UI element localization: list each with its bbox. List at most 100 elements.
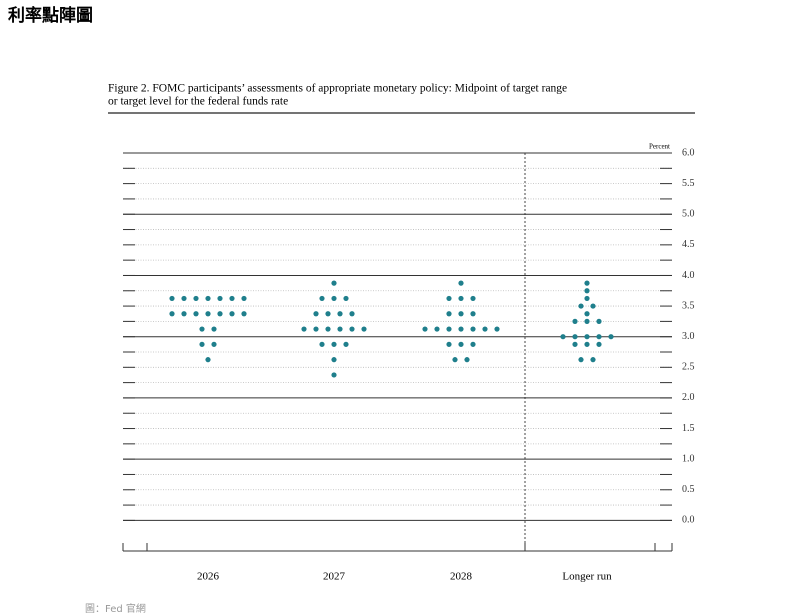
dot [578,357,584,363]
y-tick-label: 4.0 [682,270,695,281]
dot [325,326,331,332]
dot [584,288,590,294]
y-tick-label: 5.0 [682,209,695,220]
dot [217,295,223,302]
dot [241,295,247,302]
dot [470,295,476,302]
dot [446,326,452,332]
dot [205,295,211,302]
dot [181,311,187,317]
caption-line: Figure 2. FOMC participants’ assessments… [108,83,567,95]
dot [337,326,343,332]
dot [578,303,584,309]
dot [458,280,464,286]
dot [482,326,488,332]
dot [494,326,500,332]
dot [325,311,331,317]
dot [584,295,590,302]
dot [205,311,211,317]
dot [584,334,590,340]
dot [313,326,319,332]
dot [458,295,464,302]
dot [584,311,590,317]
y-tick-label: 0.0 [682,515,695,526]
x-tick-label: Longer run [562,571,612,583]
dot [211,341,217,347]
y-tick-label: 6.0 [682,147,695,158]
dot [343,341,349,347]
dot [193,295,199,302]
dot [181,295,187,302]
dot [572,318,578,324]
y-tick-label: 1.0 [682,453,695,464]
dot [319,341,325,347]
dot [446,295,452,302]
dot [422,326,428,332]
y-tick-label: 1.5 [682,423,695,434]
dot [343,295,349,302]
dot [361,326,367,332]
dot [446,311,452,317]
dot [596,318,602,324]
y-axis-label: Percent [649,143,670,151]
dot [349,326,355,332]
dot [560,334,566,340]
dot [470,311,476,317]
dot [319,295,325,302]
y-tick-label: 3.5 [682,300,695,311]
dot [241,311,247,317]
dot [464,357,470,363]
x-tick-label: 2027 [323,571,346,583]
dot [199,326,205,332]
dot [584,341,590,347]
dot [229,295,235,302]
dot [337,311,343,317]
source: 圖：Fed 官網 [85,602,146,615]
dot [584,318,590,324]
y-tick-label: 0.5 [682,484,695,495]
dot [470,326,476,332]
dot [608,334,614,340]
dot [199,341,205,347]
y-tick-label: 4.5 [682,239,695,250]
dot [313,311,319,317]
dot [590,303,596,309]
dot [331,357,337,363]
dot [349,311,355,317]
dot [331,280,337,286]
y-tick-label: 5.5 [682,178,695,189]
dot [331,372,337,378]
dot [331,295,337,302]
page-title: 利率點陣圖 [8,5,93,26]
dot [458,326,464,332]
dot [169,295,175,302]
dot [205,357,211,363]
dot [458,341,464,347]
y-tick-label: 2.5 [682,362,695,373]
dot [446,341,452,347]
dot [229,311,235,317]
x-tick-label: 2028 [450,571,473,583]
dot [572,341,578,347]
dot [584,280,590,286]
dot [217,311,223,317]
dot [169,311,175,317]
caption-line: or target level for the federal funds ra… [108,96,288,108]
dot [470,341,476,347]
dot [193,311,199,317]
dot [590,357,596,363]
x-tick-label: 2026 [197,571,220,583]
dot [301,326,307,332]
y-tick-label: 2.0 [682,392,695,403]
dot [452,357,458,363]
dot [596,334,602,340]
dot [434,326,440,332]
y-tick-label: 3.0 [682,331,695,342]
dot [331,341,337,347]
dot [572,334,578,340]
dot [211,326,217,332]
dot [596,341,602,347]
dot [458,311,464,317]
